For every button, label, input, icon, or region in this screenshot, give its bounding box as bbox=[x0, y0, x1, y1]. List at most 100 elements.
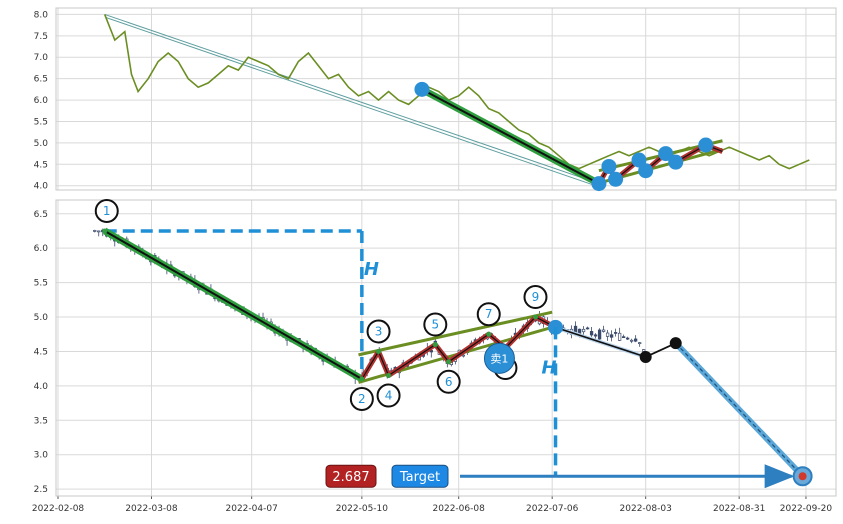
detail-x-tick-label: 2022-04-07 bbox=[226, 504, 278, 514]
candle-body bbox=[613, 332, 618, 334]
overview-wave-point bbox=[608, 171, 624, 187]
wave-point bbox=[446, 359, 452, 365]
wave-point-label-ring bbox=[366, 319, 391, 344]
wave-point-label: 1 bbox=[94, 198, 119, 223]
sell-signal-text: 卖1 bbox=[490, 352, 508, 365]
overview-y-tick-label: 4.0 bbox=[34, 182, 49, 192]
candle-body bbox=[581, 328, 586, 333]
wave-point-label: 5 bbox=[423, 312, 448, 337]
detail-x-tick-label: 2022-02-08 bbox=[32, 504, 85, 514]
overview-y-tick-label: 8.0 bbox=[34, 10, 49, 20]
wave-point-label: 6 bbox=[436, 369, 461, 394]
descent-core bbox=[104, 230, 363, 380]
target-value-badge: 2.687 bbox=[325, 464, 377, 488]
detail-x-tick-label: 2022-09-20 bbox=[780, 504, 833, 514]
detail-y-tick-label: 5.0 bbox=[34, 313, 49, 323]
overview-wave-point bbox=[658, 146, 674, 162]
candle-body bbox=[617, 332, 622, 341]
wave-point bbox=[432, 342, 438, 348]
overview-panel: 4.0 4.5 5.0 5.5 6.0 6.5 7.0 7.5 8.0 bbox=[34, 7, 837, 192]
candle-body bbox=[634, 338, 638, 342]
candle-body bbox=[593, 334, 598, 337]
overview-y-tick-label: 4.5 bbox=[34, 160, 48, 170]
detail-y-tick-label: 4.0 bbox=[34, 382, 49, 392]
overview-wave-point bbox=[591, 176, 607, 192]
candle-body bbox=[597, 329, 602, 340]
projection-point bbox=[639, 350, 652, 363]
detail-x-tick-label: 2022-08-31 bbox=[713, 504, 765, 514]
detail-x-tick-label: 2022-03-08 bbox=[125, 504, 178, 514]
detail-panel: 2.5 3.0 3.5 4.0 4.5 5.0 5.5 6.0 6.5 2022-02-08 202… bbox=[32, 198, 837, 514]
detail-y-tick-label: 5.5 bbox=[34, 279, 48, 289]
wave-point-label-text: 9 bbox=[532, 290, 540, 304]
candle-body bbox=[601, 329, 606, 332]
target-value-text: 2.687 bbox=[332, 470, 369, 485]
candle-body bbox=[429, 350, 433, 353]
detail-y-tick-label: 6.0 bbox=[34, 244, 49, 254]
wave-point-label-ring bbox=[376, 383, 401, 408]
wave-point-label-text: 4 bbox=[385, 389, 393, 403]
candle-body bbox=[609, 334, 614, 338]
target-badge: Target bbox=[391, 464, 449, 488]
wave-point-label: 2 bbox=[349, 386, 374, 411]
wave-point-label: 9 bbox=[523, 285, 548, 310]
detail-y-tick-label: 4.5 bbox=[34, 347, 48, 357]
overview-trend-guide bbox=[104, 13, 600, 185]
overview-y-tick-label: 6.0 bbox=[34, 96, 49, 106]
wave-point-label-ring bbox=[436, 369, 461, 394]
overview-y-tick-label: 7.5 bbox=[34, 32, 48, 42]
wave-point-label: 4 bbox=[376, 383, 401, 408]
sell-signal-bg bbox=[483, 342, 515, 374]
detail-y-tick-label: 3.0 bbox=[34, 451, 49, 461]
candle-body bbox=[625, 337, 630, 340]
wave-point bbox=[376, 348, 382, 354]
detail-frame bbox=[55, 199, 837, 497]
detail-x-tick-label: 2022-05-10 bbox=[336, 504, 389, 514]
target-badge-text: Target bbox=[399, 470, 440, 485]
wave-point bbox=[102, 228, 108, 234]
candle-body bbox=[433, 340, 437, 343]
wave-point-label-text: 1 bbox=[103, 204, 111, 218]
measure-label: H bbox=[364, 259, 379, 280]
candle-body bbox=[621, 336, 626, 339]
projection-point bbox=[669, 337, 682, 350]
wave-point-label-ring bbox=[94, 198, 119, 223]
wave-point-label-text: 6 bbox=[445, 375, 453, 389]
wave-point-label-text: 2 bbox=[358, 392, 366, 406]
overview-wave-point bbox=[698, 137, 714, 153]
overview-wave-point bbox=[414, 81, 430, 97]
overview-y-tick-label: 7.0 bbox=[34, 53, 49, 63]
candle-body bbox=[589, 331, 594, 336]
projection-target-core bbox=[675, 342, 804, 477]
sell-signal: 卖1 bbox=[483, 342, 515, 374]
wave-point-label-ring bbox=[349, 386, 374, 411]
overview-wave-point bbox=[638, 163, 654, 179]
wave-point-label-ring bbox=[476, 302, 501, 327]
wave-point bbox=[532, 314, 538, 320]
detail-y-tick-label: 6.5 bbox=[34, 210, 48, 220]
target-value-badge-bg bbox=[325, 464, 377, 488]
detail-x-tick-label: 2022-06-08 bbox=[433, 504, 486, 514]
overview-trend-guide bbox=[105, 16, 602, 189]
measure-label-right: H bbox=[542, 357, 557, 378]
wave-point bbox=[386, 373, 392, 379]
candle-body bbox=[93, 230, 97, 232]
overview-y-tick-label: 5.5 bbox=[34, 117, 48, 127]
detail-plot-area bbox=[56, 200, 836, 496]
overview-wave-point bbox=[668, 154, 684, 170]
wave-point bbox=[359, 376, 365, 382]
wave-point-label-text: 7 bbox=[485, 307, 493, 321]
candle-body bbox=[585, 327, 590, 330]
overview-wave-point bbox=[631, 152, 647, 168]
overview-frame bbox=[55, 7, 837, 191]
overview-y-tick-label: 5.0 bbox=[34, 139, 49, 149]
detail-y-tick-label: 3.5 bbox=[34, 416, 48, 426]
wave-point-label-text: 3 bbox=[375, 324, 383, 338]
overview-y-tick-label: 6.5 bbox=[34, 75, 48, 85]
target-badge-bg bbox=[391, 464, 449, 488]
candle-body bbox=[573, 325, 578, 333]
wave-point-label: 3 bbox=[366, 319, 391, 344]
channel-upper bbox=[358, 310, 553, 357]
